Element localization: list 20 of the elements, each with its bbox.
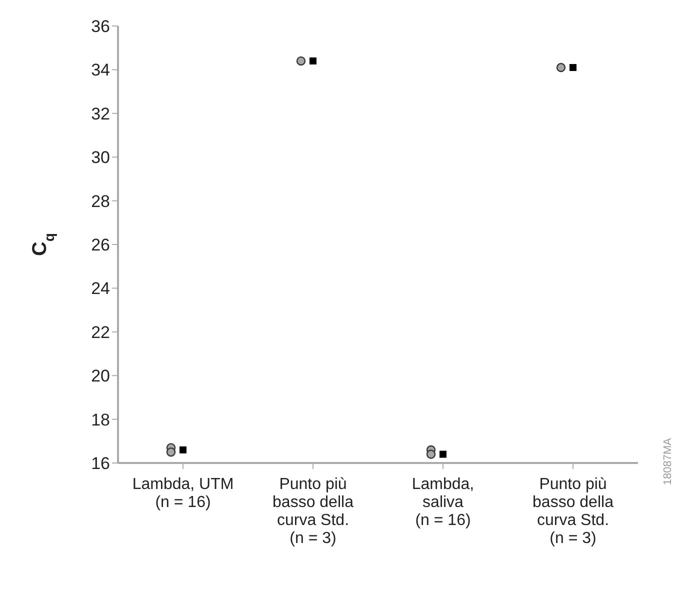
y-tick-label: 32 [91, 104, 110, 124]
point [426, 450, 436, 459]
text: 18087MA [662, 438, 674, 486]
point [556, 62, 566, 72]
y-tick-label: 36 [91, 17, 110, 36]
y-tick-label: 28 [91, 192, 110, 211]
point [166, 447, 176, 457]
x-tick-label: Lambda, saliva (n = 16) [412, 476, 474, 529]
y-tick-label: 22 [91, 322, 110, 342]
y-tick-label: 24 [91, 279, 110, 298]
y-tick-label: 20 [91, 366, 110, 386]
x-tick-label: Punto più basso della curva Std. (n = 3) [272, 476, 354, 547]
point [296, 56, 306, 66]
y-tick-label: 26 [91, 236, 110, 255]
y-tick-label: 18 [91, 410, 110, 430]
y-tick-label: 34 [91, 60, 110, 80]
y-tick-label: 16 [91, 454, 110, 474]
y-tick-label: 30 [91, 148, 110, 168]
x-tick-label: Punto più basso della curva Std. (n = 3) [532, 476, 614, 547]
x-tick-label: Lambda, UTM (n = 16) [132, 476, 234, 511]
